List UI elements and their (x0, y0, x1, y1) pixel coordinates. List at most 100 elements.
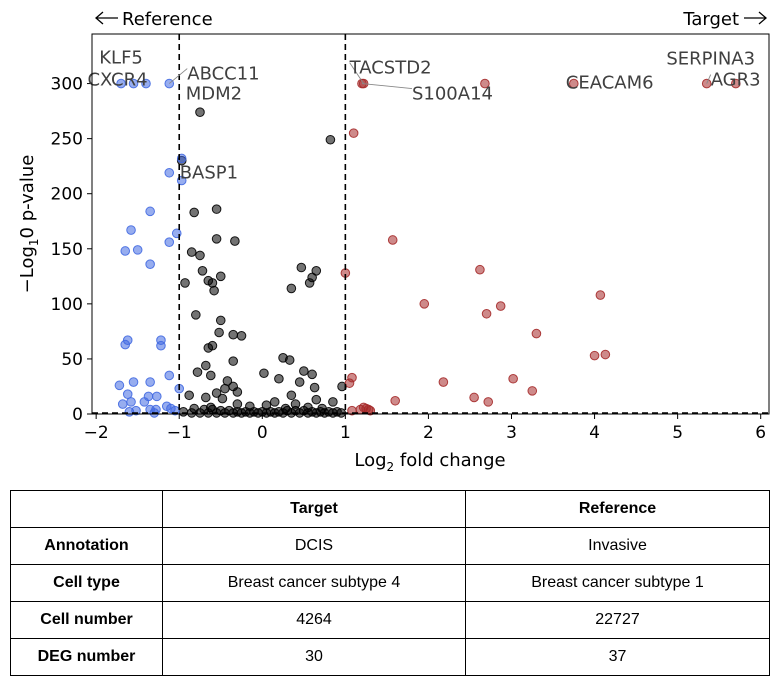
gene-label: CEACAM6 (566, 73, 654, 94)
y-tick-label: 200 (51, 185, 83, 205)
ns-point (201, 392, 211, 403)
x-tick-label: −1 (167, 423, 192, 443)
x-tick-label: 2 (423, 423, 434, 443)
table-header-reference: Reference (465, 490, 770, 528)
annotation-leader-line (168, 68, 188, 84)
reference-point (120, 246, 131, 256)
axis-ticks: −2 −1 0 1 2 3 4 5 6 0 50 100 150 200 250 300 (51, 75, 767, 443)
target-point (483, 397, 494, 407)
ns-point (286, 390, 297, 401)
ns-point (317, 403, 327, 414)
ns-point (195, 250, 205, 261)
table-row: Annotation DCIS Invasive (10, 527, 770, 565)
ns-point (228, 356, 239, 366)
y-axis-label: −Log10 p-value (17, 155, 41, 294)
target-direction-label: Target (682, 9, 739, 30)
ns-point (201, 360, 211, 371)
reference-point (114, 380, 125, 391)
row-label: Cell type (10, 564, 163, 602)
target-point (508, 373, 518, 384)
ns-point (230, 236, 240, 246)
reference-point (126, 225, 136, 235)
ns-point (232, 387, 243, 397)
gene-label: BASP1 (180, 162, 238, 183)
ns-point (307, 369, 317, 380)
ns-point (197, 266, 208, 276)
ns-point (299, 366, 309, 376)
ns-point (215, 271, 226, 282)
y-tick-label: 150 (51, 240, 83, 260)
target-point (495, 301, 506, 311)
x-tick-label: 4 (589, 423, 600, 443)
target-point (730, 78, 741, 89)
ns-point (236, 330, 247, 341)
y-tick-label: 300 (51, 75, 83, 95)
plot-frame (91, 33, 770, 415)
x-tick-label: 6 (755, 423, 766, 443)
y-tick-label: 250 (51, 130, 83, 150)
reference-point (151, 391, 162, 402)
target-point (480, 78, 490, 89)
ns-point (294, 377, 305, 387)
ns-point (205, 370, 216, 381)
row-label: DEG number (10, 638, 163, 676)
ns-point (311, 394, 322, 405)
ns-point (189, 207, 199, 218)
x-tick-label: −2 (84, 423, 109, 443)
reference-point (145, 206, 155, 217)
gene-label: MDM2 (186, 84, 242, 105)
target-point (419, 299, 430, 309)
ns-point (203, 343, 214, 353)
ns-point (280, 403, 291, 414)
ns-point (209, 285, 219, 296)
target-value: DCIS (162, 527, 466, 565)
reference-point (164, 237, 175, 247)
x-tick-label: 3 (506, 423, 517, 443)
annotation-leader-line (706, 74, 712, 84)
target-value: 4264 (162, 601, 466, 639)
volcano-plot: Reference Target −2 −1 0 1 2 3 4 5 6 0 50 100 150 200… (17, 9, 770, 474)
gene-label: AGR3 (711, 70, 761, 91)
ns-point (184, 390, 194, 401)
gene-label: ABCC11 (187, 64, 259, 85)
ns-point (211, 204, 222, 214)
reference-value: 37 (465, 638, 770, 676)
row-label: Cell number (10, 601, 163, 639)
ns-point (217, 393, 228, 404)
reference-value: 22727 (465, 601, 770, 639)
ns-point (325, 134, 336, 145)
comparison-table-container: Target Reference Annotation DCIS Invasiv… (10, 490, 770, 676)
ns-point (309, 382, 320, 393)
ns-point (220, 383, 230, 394)
ns-point (205, 402, 216, 413)
reference-point (120, 339, 131, 350)
reference-arrow-head (95, 11, 104, 25)
target-point (344, 378, 355, 388)
reference-point (124, 406, 135, 417)
reference-point (141, 78, 151, 89)
ns-point (207, 278, 218, 288)
ns-point (195, 107, 205, 118)
reference-value: Invasive (465, 527, 770, 565)
annotation-leader-line (361, 83, 413, 90)
reference-point (117, 399, 128, 409)
reference-point (116, 78, 126, 89)
reference-value: Breast cancer subtype 1 (465, 564, 770, 602)
target-point (595, 290, 606, 300)
target-point (348, 128, 359, 138)
y-tick-label: 0 (72, 405, 83, 425)
row-label: Annotation (10, 527, 163, 565)
ns-point (304, 278, 315, 288)
ns-point (192, 367, 203, 377)
target-point (475, 264, 485, 275)
ns-point (296, 262, 307, 273)
ns-point (284, 355, 295, 365)
table-row: Cell type Breast cancer subtype 4 Breast… (10, 564, 770, 602)
target-point (390, 395, 400, 406)
gene-label: SERPINA3 (666, 49, 755, 70)
target-point (589, 350, 600, 361)
ns-point (259, 368, 269, 379)
target-point (387, 235, 398, 245)
table-row: DEG number 30 37 (10, 638, 770, 676)
